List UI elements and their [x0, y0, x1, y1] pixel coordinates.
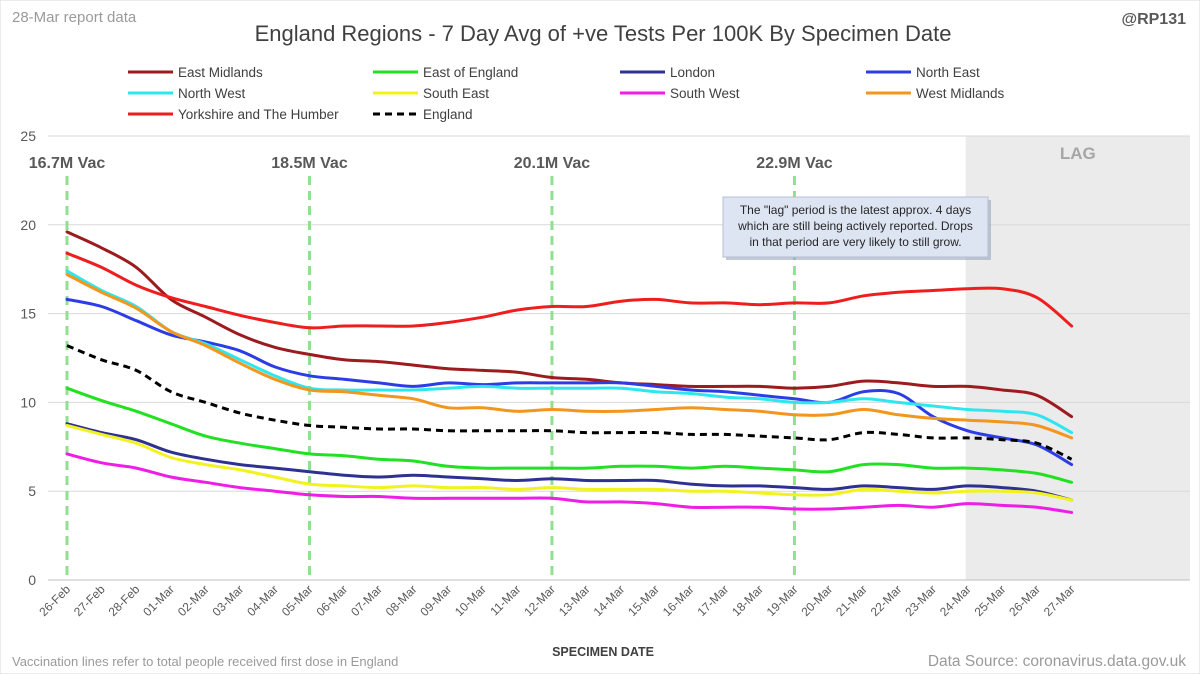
series-line-north-east — [65, 297, 1074, 467]
y-tick-label: 25 — [20, 128, 36, 144]
series-line-yorkshire-and-the-humber — [65, 251, 1074, 330]
series-line-london — [65, 422, 1074, 502]
vaccination-marker-label: 16.7M Vac — [29, 155, 106, 172]
series-line-east-of-england — [65, 386, 1074, 484]
annotation-box — [722, 196, 989, 258]
chart-title: England Regions - 7 Day Avg of +ve Tests… — [255, 21, 952, 46]
vaccination-marker-label: 20.1M Vac — [514, 155, 591, 172]
legend-label-yorkshire-and-the-humber: Yorkshire and The Humber — [178, 107, 339, 122]
y-tick-label: 0 — [28, 572, 36, 588]
legend-label-england: England — [423, 107, 473, 122]
legend-label-london: London — [670, 65, 715, 80]
x-axis-title: SPECIMEN DATE — [552, 645, 654, 659]
series-line-south-west — [65, 452, 1074, 514]
report-date-label: 28-Mar report data — [12, 9, 137, 26]
legend-label-east-midlands: East Midlands — [178, 65, 263, 80]
vaccination-footnote: Vaccination lines refer to total people … — [12, 654, 398, 669]
legend-label-south-east: South East — [423, 86, 489, 101]
series-line-england — [66, 344, 1073, 461]
lag-label: LAG — [1060, 144, 1096, 163]
y-tick-label: 10 — [20, 394, 36, 410]
legend-label-south-west: South West — [670, 86, 740, 101]
lag-region — [965, 136, 1190, 580]
y-tick-label: 15 — [20, 306, 36, 322]
annotation-text-line: which are still being actively reported.… — [737, 219, 973, 233]
data-source: Data Source: coronavirus.data.gov.uk — [928, 653, 1186, 670]
legend: East Midlands East of England London North … — [128, 65, 1005, 122]
annotation-text-line: in that period are very likely to still … — [749, 235, 961, 249]
author-handle: @RP131 — [1121, 11, 1186, 28]
legend-label-west-midlands: West Midlands — [916, 86, 1005, 101]
vaccination-marker-label: 22.9M Vac — [756, 155, 833, 172]
vaccination-marker-label: 18.5M Vac — [271, 155, 348, 172]
series-line-north-west — [65, 269, 1074, 435]
legend-label-north-west: North West — [178, 86, 246, 101]
series-line-east-midlands — [65, 230, 1074, 419]
legend-label-east-of-england: East of England — [423, 65, 518, 80]
legend-label-north-east: North East — [916, 65, 980, 80]
series-line-west-midlands — [65, 273, 1074, 440]
y-tick-label: 5 — [28, 483, 36, 499]
series-line-south-east — [65, 424, 1074, 502]
annotation-text-line: The "lag" period is the latest approx. 4… — [740, 203, 971, 217]
y-tick-label: 20 — [20, 217, 36, 233]
